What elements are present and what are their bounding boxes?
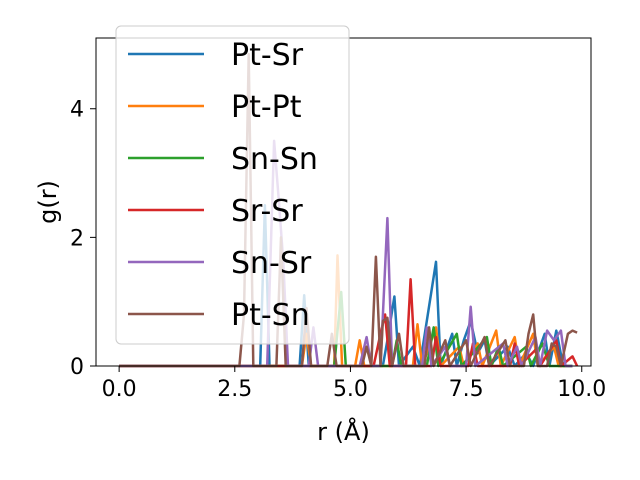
x-tick-label: 2.5 [217, 377, 252, 402]
legend-label-sn-sn: Sn-Sn [231, 142, 318, 177]
legend: Pt-Sr Pt-Pt Sn-Sn Sr-Sr Sn-Sr Pt-Sn [115, 25, 350, 345]
x-tick-label: 10.0 [557, 377, 606, 402]
legend-box [115, 25, 350, 345]
y-axis: 0 2 4 [70, 98, 96, 380]
y-tick-label: 4 [70, 98, 84, 123]
y-tick-label: 0 [70, 355, 84, 380]
x-axis: 0.0 2.5 5.0 7.5 10.0 [102, 366, 606, 402]
legend-label-pt-sr: Pt-Sr [231, 38, 304, 73]
x-tick-label: 5.0 [333, 377, 368, 402]
legend-label-sr-sr: Sr-Sr [231, 194, 303, 229]
x-tick-label: 7.5 [449, 377, 484, 402]
y-axis-label: g(r) [34, 180, 62, 224]
x-axis-label: r (Å) [317, 417, 370, 446]
legend-label-pt-sn: Pt-Sn [231, 298, 310, 333]
x-tick-label: 0.0 [102, 377, 137, 402]
y-tick-label: 2 [70, 226, 84, 251]
legend-label-sn-sr: Sn-Sr [231, 246, 312, 281]
legend-label-pt-pt: Pt-Pt [231, 90, 302, 125]
